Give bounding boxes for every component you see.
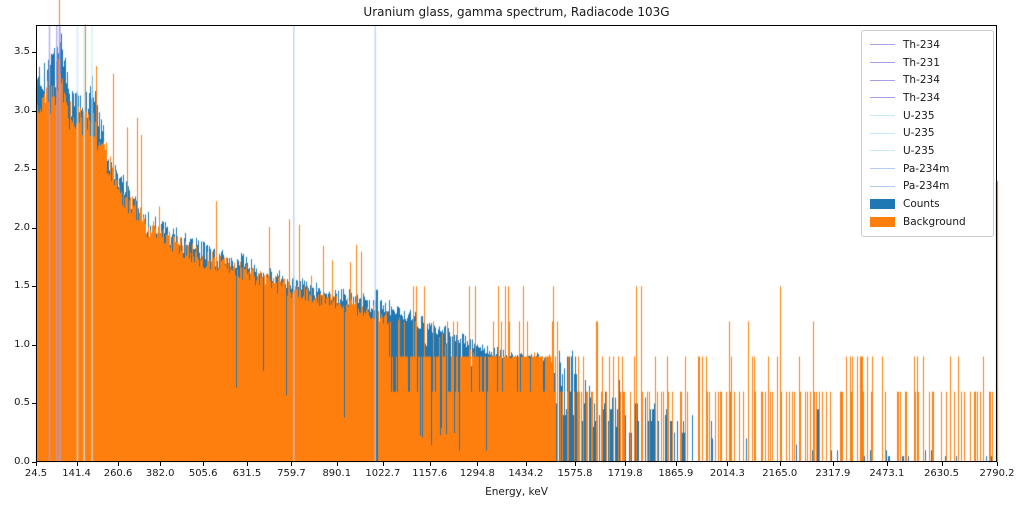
- legend-item-th-234: Th-234: [870, 89, 985, 107]
- legend-line-swatch: [870, 62, 895, 64]
- x-tick-label: 1865.9: [658, 468, 694, 479]
- x-tick-mark: [886, 462, 888, 466]
- y-tick-label: 1.5: [14, 280, 30, 292]
- y-tick-mark: [32, 286, 36, 288]
- y-tick-mark: [32, 403, 36, 405]
- legend: Th-234 Th-231 Th-234 Th-234 U-235 U-235 U-235 P…: [861, 30, 994, 237]
- legend-label: Pa-234m: [903, 180, 950, 193]
- legend-item-u-235: U-235: [870, 124, 985, 142]
- y-tick-mark: [32, 227, 36, 229]
- y-tick-label: 3.0: [14, 104, 30, 116]
- x-tick-label: 505.6: [188, 468, 218, 479]
- legend-label: U-235: [903, 127, 935, 140]
- x-axis-label: Energy, keV: [485, 486, 548, 498]
- legend-item-u-235: U-235: [870, 107, 985, 125]
- x-tick-mark: [246, 462, 248, 466]
- legend-label: Th-234: [903, 74, 940, 87]
- y-tick-label: 0.5: [14, 397, 30, 409]
- x-tick-label: 759.7: [277, 468, 306, 479]
- x-tick-label: 2317.9: [815, 468, 851, 479]
- legend-line-swatch: [870, 115, 895, 117]
- x-tick-label: 1294.8: [459, 468, 495, 479]
- legend-label: Pa-234m: [903, 162, 950, 175]
- x-tick-label: 2014.3: [709, 468, 745, 479]
- x-tick-label: 2165.0: [762, 468, 798, 479]
- x-tick-label: 631.5: [232, 468, 262, 479]
- legend-label: U-235: [903, 109, 935, 122]
- legend-line-swatch: [870, 79, 895, 81]
- legend-patch-swatch: [870, 199, 895, 210]
- legend-line-swatch: [870, 150, 895, 152]
- legend-label: Th-234: [903, 38, 940, 51]
- y-tick-mark: [32, 110, 36, 112]
- legend-label: Background: [903, 215, 966, 228]
- legend-item-th-231: Th-231: [870, 54, 985, 72]
- x-tick-mark: [76, 462, 78, 466]
- legend-line-swatch: [870, 97, 895, 99]
- x-tick-mark: [575, 462, 577, 466]
- x-tick-mark: [727, 462, 729, 466]
- x-tick-label: 2630.5: [924, 468, 959, 479]
- legend-line-swatch: [870, 44, 895, 46]
- legend-label: Th-234: [903, 91, 940, 104]
- x-tick-label: 382.0: [145, 468, 175, 479]
- y-tick-label: 0.0: [14, 456, 30, 467]
- x-tick-mark: [625, 462, 627, 466]
- legend-item-u-235: U-235: [870, 142, 985, 160]
- y-tick-mark: [32, 462, 36, 463]
- x-tick-label: 260.6: [103, 468, 133, 479]
- legend-item-pa-234m: Pa-234m: [870, 178, 985, 196]
- x-tick-mark: [477, 462, 479, 466]
- y-tick-label: 2.0: [14, 221, 30, 233]
- x-tick-mark: [118, 462, 120, 466]
- x-tick-mark: [675, 462, 677, 466]
- x-tick-mark: [779, 462, 781, 466]
- y-tick-mark: [32, 169, 36, 171]
- x-tick-mark: [336, 462, 338, 466]
- legend-label: U-235: [903, 144, 935, 157]
- x-tick-mark: [997, 462, 998, 466]
- x-tick-label: 1157.6: [412, 468, 448, 479]
- legend-item-th-234: Th-234: [870, 71, 985, 89]
- legend-label: Th-231: [903, 56, 940, 69]
- legend-patch-swatch: [870, 216, 895, 227]
- x-tick-mark: [525, 462, 527, 466]
- x-tick-mark: [832, 462, 834, 466]
- x-tick-label: 890.1: [322, 468, 352, 479]
- x-tick-mark: [160, 462, 162, 466]
- legend-line-swatch: [870, 132, 895, 134]
- x-tick-mark: [382, 462, 384, 466]
- y-tick-mark: [32, 51, 36, 53]
- y-tick-label: 1.0: [14, 338, 30, 350]
- legend-item-th-234: Th-234: [870, 36, 985, 54]
- x-tick-label: 1022.7: [365, 468, 401, 479]
- legend-item-pa-234m: Pa-234m: [870, 160, 985, 178]
- x-tick-label: 141.4: [62, 468, 91, 479]
- x-tick-label: 1719.8: [607, 468, 643, 479]
- legend-item-background: Background: [870, 213, 985, 231]
- x-tick-label: 2473.1: [869, 468, 905, 479]
- legend-line-swatch: [870, 185, 895, 187]
- legend-line-swatch: [870, 168, 895, 170]
- x-tick-label: 1434.2: [508, 468, 544, 479]
- x-tick-label: 2790.2: [979, 468, 1015, 479]
- x-tick-mark: [36, 462, 37, 466]
- y-tick-label: 2.5: [14, 163, 30, 175]
- x-tick-mark: [429, 462, 431, 466]
- y-tick-label: 3.5: [14, 45, 30, 57]
- x-tick-mark: [291, 462, 293, 466]
- x-tick-mark: [203, 462, 205, 466]
- x-tick-label: 1575.8: [557, 468, 593, 479]
- y-tick-mark: [32, 344, 36, 346]
- x-tick-label: 24.5: [24, 468, 48, 479]
- legend-item-counts: Counts: [870, 195, 985, 213]
- legend-label: Counts: [903, 198, 940, 211]
- x-tick-mark: [941, 462, 943, 466]
